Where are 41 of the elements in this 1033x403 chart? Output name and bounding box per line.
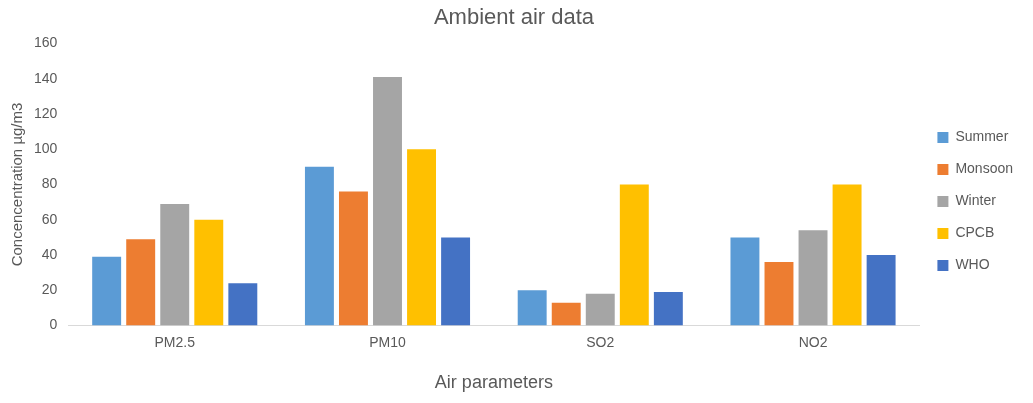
bar: [866, 255, 896, 326]
legend-label: Winter: [955, 192, 997, 209]
y-tick-label: 40: [41, 245, 58, 262]
y-tick-label: 100: [34, 140, 58, 157]
bar: [228, 283, 258, 326]
bar: [551, 302, 581, 326]
y-tick-label: 80: [41, 175, 58, 192]
y-tick-label: 20: [41, 281, 58, 298]
bar: [92, 256, 122, 326]
y-tick-label: 120: [34, 104, 58, 121]
bar: [160, 203, 190, 326]
bar: [407, 149, 437, 326]
bar: [441, 237, 471, 326]
x-axis-title: Air parameters: [434, 372, 553, 393]
bar: [126, 239, 156, 326]
bar: [619, 184, 649, 326]
y-tick-label: 60: [41, 210, 58, 227]
bar: [304, 166, 334, 326]
y-axis-title: Concencentration µg/m3: [8, 102, 26, 267]
x-tick-label: PM10: [369, 333, 406, 350]
y-tick-label: 160: [34, 34, 58, 51]
x-tick-label: PM2.5: [154, 333, 196, 350]
x-tick-label: NO2: [798, 333, 828, 350]
bar: [338, 191, 368, 326]
bar: [373, 76, 402, 326]
x-tick-label: SO2: [586, 333, 615, 350]
legend-label: CPCB: [955, 224, 995, 241]
bar: [517, 290, 547, 326]
bar: [194, 219, 224, 326]
legend-label: Summer: [955, 128, 1009, 145]
bar: [653, 292, 683, 326]
chart-title: Ambient air data: [433, 4, 595, 30]
bar: [764, 262, 794, 326]
legend-label: WHO: [955, 256, 990, 273]
bar: [730, 237, 760, 326]
y-tick-label: 140: [34, 69, 58, 86]
y-tick-label: 0: [49, 316, 58, 333]
bar: [832, 184, 862, 326]
legend-label: Monsoon: [955, 160, 1013, 177]
bar: [585, 293, 615, 326]
bar: [798, 230, 828, 326]
